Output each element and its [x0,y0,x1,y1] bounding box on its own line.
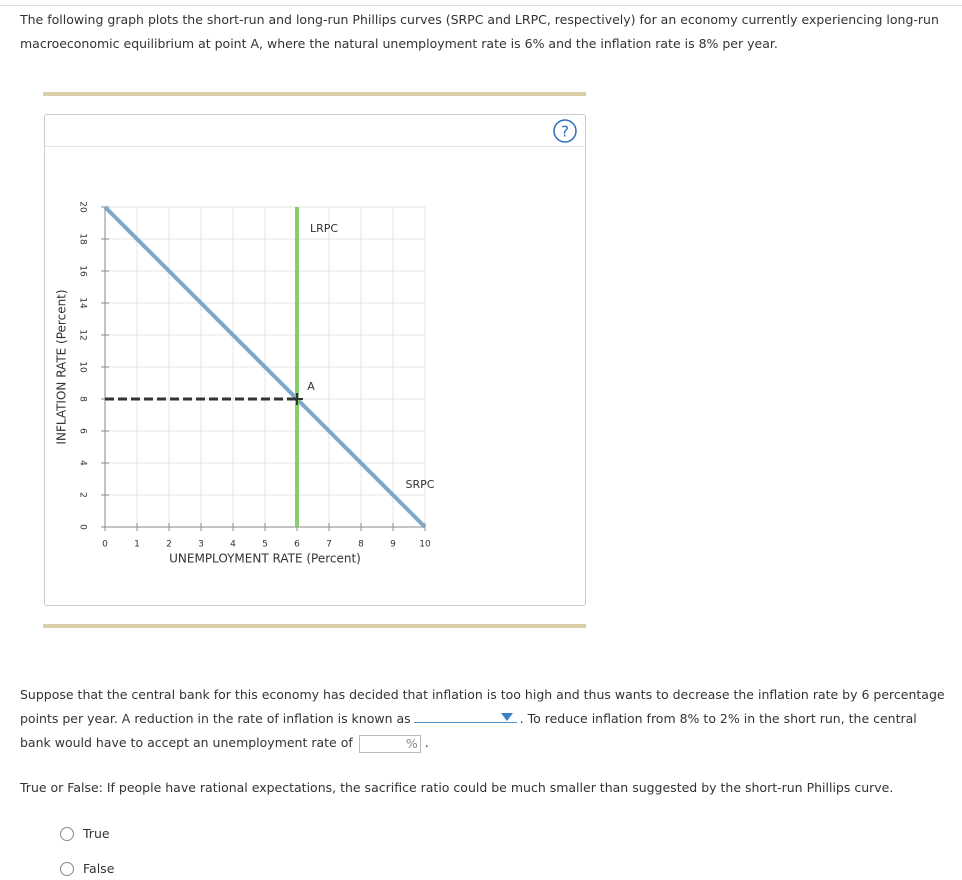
radio[interactable] [60,861,74,876]
x-tick-label: 8 [358,540,364,550]
true-false-prompt: True or False: If people have rational e… [20,780,894,795]
y-tick-label: 18 [78,233,88,245]
x-tick-label: 4 [230,540,236,550]
y-tick-label: 20 [78,201,88,213]
curve-label: LRPC [310,222,338,235]
y-axis-label: INFLATION RATE (Percent) [55,289,69,444]
y-tick-label: 4 [78,460,88,466]
x-tick-label: 0 [102,540,108,550]
x-tick-label: 2 [166,540,172,550]
y-tick-label: 8 [78,396,88,402]
divider [43,92,586,96]
curve [103,205,427,529]
option-label[interactable]: True [83,826,110,841]
y-tick-label: 2 [78,492,88,498]
question-text: . To reduce inflation from 8% to 2% in t… [20,711,917,750]
y-tick-label: 0 [78,524,88,530]
question-text: . [424,735,429,750]
help-button[interactable]: ? [553,119,577,143]
unit: % [405,735,418,751]
help-circle[interactable] [553,119,577,143]
point-label: A [307,380,315,393]
y-tick-label: 16 [78,265,88,277]
text-input[interactable]: % [358,734,421,753]
x-tick-label: 10 [419,540,431,550]
x-tick-label: 5 [262,540,268,550]
option[interactable]: False [60,861,114,876]
intro-text: The following graph plots the short-run … [20,12,939,51]
top-border [0,5,962,6]
x-tick-label: 3 [198,540,204,550]
y-tick-label: 12 [78,329,88,340]
divider [43,624,586,628]
x-tick-label: 7 [326,540,332,550]
dropdown[interactable] [413,708,517,723]
radio[interactable] [60,826,74,841]
graph-panel [44,114,586,606]
curve-label: SRPC [406,478,435,491]
x-tick-label: 6 [294,540,300,550]
x-tick-label: 9 [390,540,396,550]
question-text: Suppose that the central bank for this e… [20,687,945,726]
point-marker [291,393,303,405]
option[interactable]: True [60,826,110,841]
y-tick-label: 14 [78,297,88,309]
question: Suppose that the central bank for this e… [20,683,945,755]
x-tick-label: 1 [134,540,140,550]
x-axis-label: UNEMPLOYMENT RATE (Percent) [169,552,361,566]
help-icon[interactable]: ? [561,123,569,141]
y-tick-label: 6 [78,428,88,434]
y-tick-label: 10 [78,361,88,373]
panel-header-line [45,146,585,147]
option-label[interactable]: False [83,861,115,876]
